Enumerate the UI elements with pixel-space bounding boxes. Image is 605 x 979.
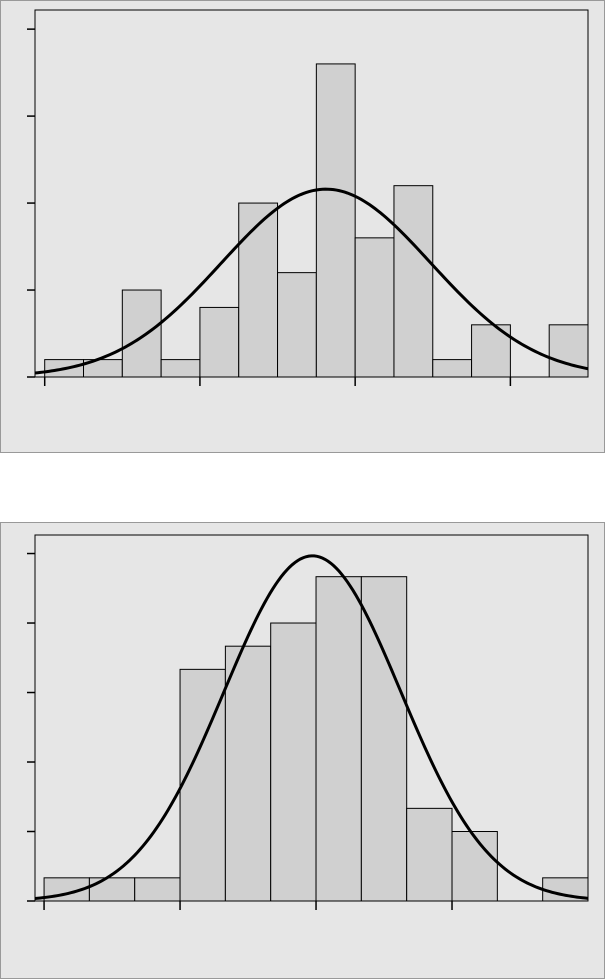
bar [88, 877, 136, 902]
bar [134, 877, 181, 902]
bar [451, 831, 498, 902]
fit-curve [34, 554, 589, 900]
bar [360, 576, 408, 902]
bar [354, 237, 395, 378]
bar [270, 622, 317, 902]
fit-curve [34, 187, 589, 375]
bar [160, 359, 201, 378]
bar [393, 185, 434, 378]
bar [432, 359, 473, 378]
bar [238, 202, 279, 378]
bar [315, 576, 362, 902]
bar [199, 306, 240, 378]
bar [406, 807, 453, 902]
bar [548, 324, 589, 378]
bar [121, 289, 162, 378]
bar [224, 645, 272, 902]
bar [315, 63, 356, 378]
bar [277, 272, 317, 378]
